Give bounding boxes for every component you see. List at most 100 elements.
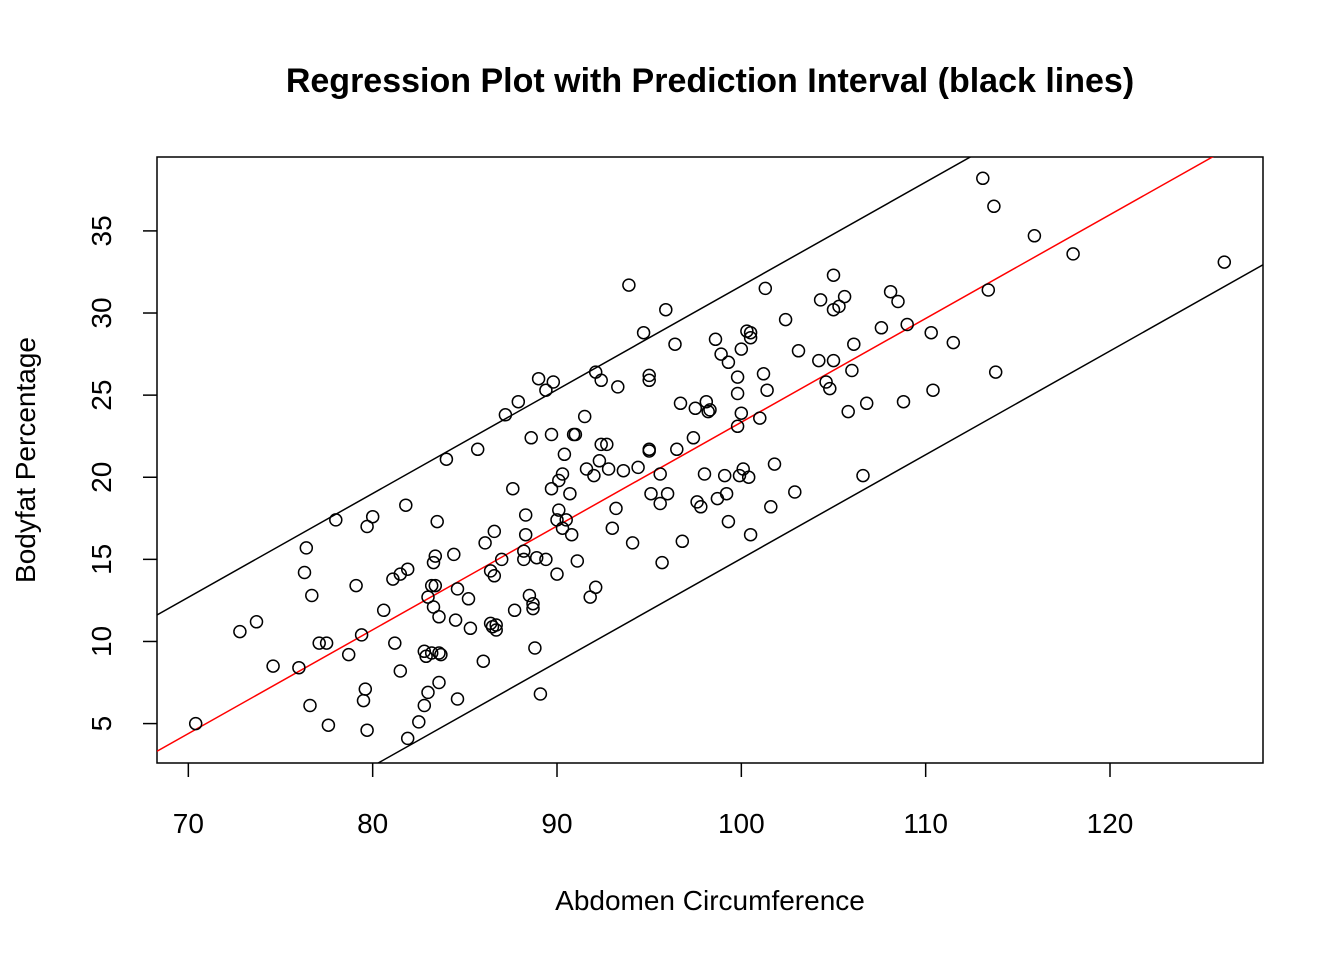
data-point <box>376 603 391 618</box>
data-point <box>622 278 636 292</box>
data-point <box>891 294 905 309</box>
data-point <box>1066 247 1080 261</box>
data-point <box>743 325 758 340</box>
x-tick-label: 90 <box>541 808 572 839</box>
y-tick-label: 30 <box>86 297 117 328</box>
data-point <box>517 544 531 558</box>
data-point <box>701 404 715 419</box>
data-point <box>450 582 465 596</box>
y-axis-label: Bodyfat Percentage <box>10 337 41 583</box>
x-axis-label: Abdomen Circumference <box>555 885 865 916</box>
data-point <box>703 403 717 417</box>
data-point <box>625 536 640 550</box>
data-point <box>673 396 688 411</box>
data-point <box>670 442 684 457</box>
data-point <box>743 330 758 345</box>
data-point <box>507 603 522 618</box>
data-point <box>428 578 443 593</box>
data-point <box>788 485 802 499</box>
data-point <box>426 555 441 570</box>
data-point <box>605 521 620 535</box>
x-tick-label: 120 <box>1087 808 1134 839</box>
data-point <box>791 344 806 358</box>
data-point <box>600 437 614 452</box>
data-point <box>494 552 509 567</box>
data-point <box>424 646 439 660</box>
data-point <box>498 408 513 422</box>
data-point <box>837 289 852 304</box>
y-tick-label: 15 <box>86 544 117 575</box>
data-point <box>924 325 938 340</box>
data-point <box>399 498 413 512</box>
data-point <box>393 664 408 678</box>
data-point <box>579 462 594 476</box>
data-point <box>489 618 503 632</box>
data-point <box>730 370 745 384</box>
data-point <box>358 682 373 696</box>
data-points <box>188 171 1232 746</box>
data-point <box>421 685 435 700</box>
data-point <box>1027 229 1042 243</box>
data-point <box>653 496 667 511</box>
data-point <box>329 513 343 527</box>
data-point <box>730 419 745 434</box>
data-point <box>730 386 745 401</box>
data-point <box>544 481 559 496</box>
data-point <box>341 647 356 662</box>
data-point <box>988 365 1003 379</box>
data-point <box>760 383 774 397</box>
data-point <box>463 621 478 636</box>
data-point <box>642 373 656 388</box>
data-point <box>478 536 492 550</box>
data-point <box>668 337 682 351</box>
data-point <box>292 660 306 675</box>
data-point <box>563 486 577 501</box>
data-point <box>609 501 623 516</box>
data-point <box>360 519 374 534</box>
data-point <box>511 394 526 409</box>
data-point <box>424 578 439 593</box>
data-point <box>319 636 334 650</box>
data-point <box>675 534 690 549</box>
data-point <box>518 508 533 522</box>
data-point <box>636 325 651 340</box>
data-point <box>987 199 1001 214</box>
data-point <box>439 452 454 466</box>
data-point <box>533 687 548 701</box>
data-point <box>732 468 747 483</box>
data-point <box>812 353 826 368</box>
data-point <box>393 567 408 581</box>
data-point <box>297 565 312 580</box>
data-point <box>767 457 782 471</box>
data-point <box>847 337 861 351</box>
data-point <box>470 442 485 457</box>
data-point <box>266 659 280 673</box>
data-point <box>976 171 990 186</box>
data-point <box>694 500 708 514</box>
data-point <box>631 460 645 475</box>
data-point <box>659 302 673 317</box>
data-point <box>734 406 749 420</box>
data-point <box>946 335 961 350</box>
data-point <box>660 486 675 501</box>
data-point <box>487 569 502 583</box>
data-point <box>555 467 570 481</box>
data-point <box>587 468 601 483</box>
data-point <box>557 447 572 462</box>
data-point <box>699 394 714 409</box>
data-point <box>721 514 736 529</box>
data-point <box>386 572 400 586</box>
data-point <box>233 624 247 639</box>
data-point <box>506 481 520 496</box>
data-point <box>564 527 579 542</box>
x-tick-label: 70 <box>173 808 204 839</box>
data-point <box>568 427 583 442</box>
data-point <box>517 552 531 567</box>
data-point <box>719 486 734 501</box>
data-point <box>753 411 767 425</box>
data-point <box>708 332 723 347</box>
data-point <box>450 692 465 706</box>
data-point <box>546 375 561 389</box>
data-point <box>826 268 841 282</box>
data-point <box>531 371 546 386</box>
